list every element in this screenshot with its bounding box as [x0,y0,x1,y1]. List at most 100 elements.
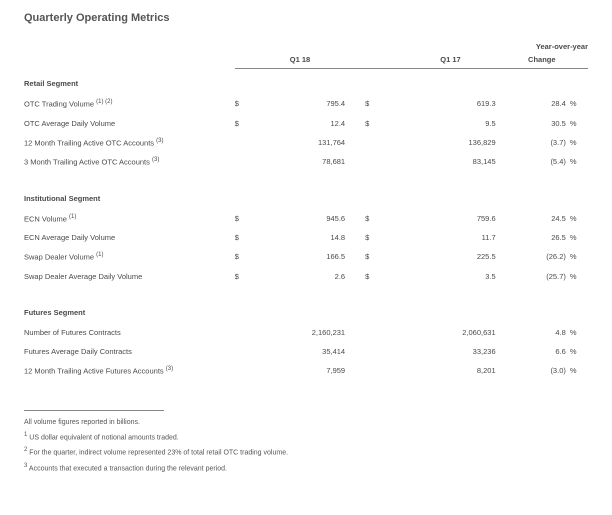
value-q1: 78,681 [255,152,345,172]
metrics-table: Year-over-year Q1 18 Q1 17 Change Retail… [24,42,588,380]
value-q2: 619.3 [405,94,495,114]
section-header: Futures Segment [24,286,588,323]
currency-symbol: $ [235,267,255,286]
percent-symbol: % [566,342,588,361]
value-q1: 2,160,231 [255,323,345,342]
value-q2: 9.5 [405,114,495,133]
percent-symbol: % [566,152,588,172]
row-label: OTC Trading Volume (1) (2) [24,94,235,114]
currency-symbol: $ [235,228,255,247]
value-q2: 83,145 [405,152,495,172]
currency-symbol: $ [235,209,255,229]
currency-symbol [235,152,255,172]
value-q1: 795.4 [255,94,345,114]
value-q1: 166.5 [255,247,345,267]
row-label: ECN Average Daily Volume [24,228,235,247]
row-label: 12 Month Trailing Active Futures Account… [24,361,235,381]
currency-symbol: $ [235,247,255,267]
currency-symbol [345,323,405,342]
value-change: 6.6 [496,342,566,361]
table-row: ECN Average Daily Volume $14.8$11.726.5% [24,228,588,247]
value-change: 28.4 [496,94,566,114]
footnote-1: 1 US dollar equivalent of notional amoun… [24,432,588,441]
table-row: 12 Month Trailing Active Futures Account… [24,361,588,381]
table-row: Number of Futures Contracts 2,160,231 2,0… [24,323,588,342]
row-label: Swap Dealer Average Daily Volume [24,267,235,286]
value-change: (5.4) [496,152,566,172]
page-title: Quarterly Operating Metrics [24,12,588,24]
value-change: (3.7) [496,133,566,153]
section-header: Retail Segment [24,69,588,95]
value-q1: 945.6 [255,209,345,229]
header-q2: Q1 17 [405,55,495,69]
row-label: 3 Month Trailing Active OTC Accounts (3) [24,152,235,172]
currency-symbol: $ [345,114,405,133]
value-q1: 131,764 [255,133,345,153]
value-q2: 3.5 [405,267,495,286]
percent-symbol: % [566,267,588,286]
header-yoy-2: Change [496,55,588,69]
table-row: ECN Volume (1)$945.6$759.624.5% [24,209,588,229]
value-change: (3.0) [496,361,566,381]
value-q2: 136,829 [405,133,495,153]
currency-symbol [345,152,405,172]
currency-symbol [235,323,255,342]
percent-symbol: % [566,94,588,114]
value-q2: 2,060,631 [405,323,495,342]
value-q1: 7,959 [255,361,345,381]
currency-symbol: $ [345,267,405,286]
table-row: OTC Trading Volume (1) (2)$795.4$619.328… [24,94,588,114]
currency-symbol [235,133,255,153]
currency-symbol [345,342,405,361]
value-q2: 225.5 [405,247,495,267]
value-q1: 12.4 [255,114,345,133]
table-row: Futures Average Daily Contracts 35,41433… [24,342,588,361]
currency-symbol: $ [345,94,405,114]
percent-symbol: % [566,228,588,247]
currency-symbol: $ [345,247,405,267]
table-row: Swap Dealer Volume (1)$166.5$225.5(26.2)… [24,247,588,267]
currency-symbol: $ [235,114,255,133]
currency-symbol [235,361,255,381]
table-row: Swap Dealer Average Daily Volume $2.6$3.… [24,267,588,286]
table-row: OTC Average Daily Volume $12.4$9.530.5% [24,114,588,133]
percent-symbol: % [566,361,588,381]
percent-symbol: % [566,209,588,229]
percent-symbol: % [566,323,588,342]
value-change: (26.2) [496,247,566,267]
row-label: Futures Average Daily Contracts [24,342,235,361]
row-label: Swap Dealer Volume (1) [24,247,235,267]
value-q1: 35,414 [255,342,345,361]
value-q1: 14.8 [255,228,345,247]
currency-symbol: $ [345,228,405,247]
value-q2: 11.7 [405,228,495,247]
row-label: OTC Average Daily Volume [24,114,235,133]
header-q1: Q1 18 [255,55,345,69]
currency-symbol [345,133,405,153]
currency-symbol [235,342,255,361]
row-label: ECN Volume (1) [24,209,235,229]
row-label: 12 Month Trailing Active OTC Accounts (3… [24,133,235,153]
value-change: 4.8 [496,323,566,342]
value-change: 26.5 [496,228,566,247]
row-label: Number of Futures Contracts [24,323,235,342]
percent-symbol: % [566,133,588,153]
footnote-separator [24,410,164,411]
currency-symbol: $ [345,209,405,229]
value-change: (25.7) [496,267,566,286]
value-q2: 8,201 [405,361,495,381]
header-yoy-1: Year-over-year [496,42,588,55]
table-row: 12 Month Trailing Active OTC Accounts (3… [24,133,588,153]
section-header: Institutional Segment [24,172,588,209]
table-row: 3 Month Trailing Active OTC Accounts (3)… [24,152,588,172]
percent-symbol: % [566,114,588,133]
currency-symbol [345,361,405,381]
value-change: 30.5 [496,114,566,133]
value-q1: 2.6 [255,267,345,286]
footnote-intro: All volume figures reported in billions. [24,419,588,426]
footnote-2: 2 For the quarter, indirect volume repre… [24,447,588,456]
footnote-3: 3 Accounts that executed a transaction d… [24,463,588,472]
percent-symbol: % [566,247,588,267]
value-q2: 759.6 [405,209,495,229]
currency-symbol: $ [235,94,255,114]
